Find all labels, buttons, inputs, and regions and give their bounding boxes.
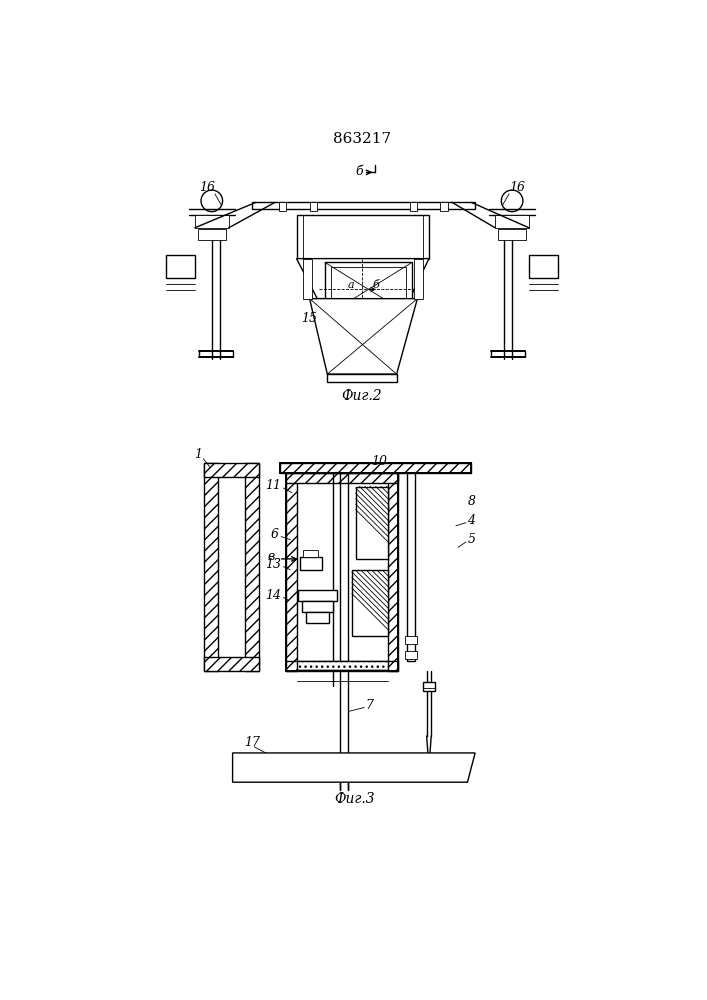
Bar [352,570,388,636]
Text: 14: 14 [265,589,281,602]
Bar [325,262,412,316]
Text: 6: 6 [271,528,279,541]
Bar [327,374,397,382]
Bar [204,463,259,477]
Bar [356,487,388,559]
Bar [286,473,398,671]
Bar [405,651,417,659]
Bar [195,215,229,228]
Bar [286,473,296,671]
Text: а: а [348,280,354,290]
Bar [296,215,429,259]
Text: 7: 7 [366,699,374,712]
Text: 1: 1 [194,448,201,461]
Bar [495,215,529,228]
Bar [405,636,417,644]
Bar [529,255,559,278]
Bar [303,550,318,557]
Text: 863217: 863217 [333,132,391,146]
Text: Фиг.2: Фиг.2 [341,389,382,403]
Bar [498,229,526,240]
Text: 4: 4 [467,514,475,527]
Bar [296,661,388,670]
Bar [298,590,337,601]
Text: 16: 16 [199,181,215,194]
Text: 11: 11 [265,479,281,492]
Text: б: б [373,280,379,290]
Bar [252,202,475,209]
Polygon shape [296,259,429,299]
Text: Фиг.3: Фиг.3 [334,792,375,806]
Text: 13: 13 [265,558,281,571]
Text: 16: 16 [509,181,525,194]
Bar [281,463,472,473]
Bar [331,267,406,312]
Text: в: в [268,550,275,563]
Bar [414,259,423,299]
Text: 5: 5 [467,533,475,546]
Bar [204,463,218,671]
Bar [440,202,448,211]
Text: 17: 17 [244,736,260,749]
Bar [286,473,398,483]
Text: 10: 10 [371,455,387,468]
Text: 15: 15 [302,312,317,325]
Bar [423,682,435,691]
Bar [165,255,195,278]
Bar [286,661,398,671]
Bar [279,202,286,211]
Bar [281,463,472,473]
Text: б: б [355,165,363,178]
Polygon shape [233,753,475,782]
Bar [198,229,226,240]
Bar [245,463,259,671]
Bar [310,202,317,211]
Bar [302,601,333,612]
Bar [305,612,329,623]
Bar [300,557,322,570]
Bar [388,473,398,671]
Bar [409,202,417,211]
Polygon shape [310,299,417,374]
Bar [204,657,259,671]
Text: 8: 8 [467,495,475,508]
Bar [407,473,415,661]
Bar [303,259,312,299]
